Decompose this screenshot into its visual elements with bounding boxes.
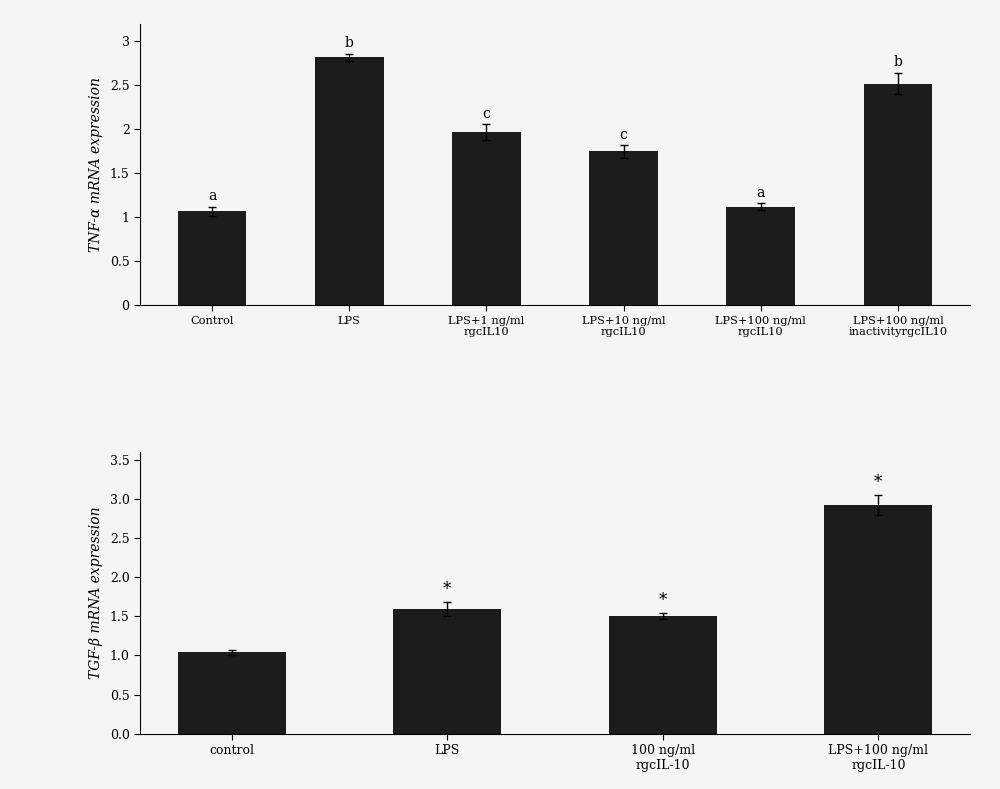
Y-axis label: TNF-α mRNA expression: TNF-α mRNA expression xyxy=(89,77,103,252)
Bar xyxy=(589,151,658,305)
Text: *: * xyxy=(874,474,883,491)
Text: c: c xyxy=(482,107,490,121)
Text: c: c xyxy=(620,128,628,142)
Bar xyxy=(315,57,384,305)
Text: b: b xyxy=(345,36,354,50)
Bar xyxy=(609,616,717,734)
Bar xyxy=(452,132,521,305)
Bar xyxy=(864,84,932,305)
Bar xyxy=(178,211,246,305)
Text: b: b xyxy=(894,55,902,69)
Bar xyxy=(824,505,932,734)
Text: *: * xyxy=(659,593,667,609)
Text: a: a xyxy=(757,185,765,200)
Bar xyxy=(393,609,501,734)
Y-axis label: TGF-β mRNA expression: TGF-β mRNA expression xyxy=(89,507,103,679)
Bar xyxy=(726,207,795,305)
Text: a: a xyxy=(208,189,216,204)
Bar xyxy=(178,653,286,734)
Text: *: * xyxy=(443,581,451,598)
